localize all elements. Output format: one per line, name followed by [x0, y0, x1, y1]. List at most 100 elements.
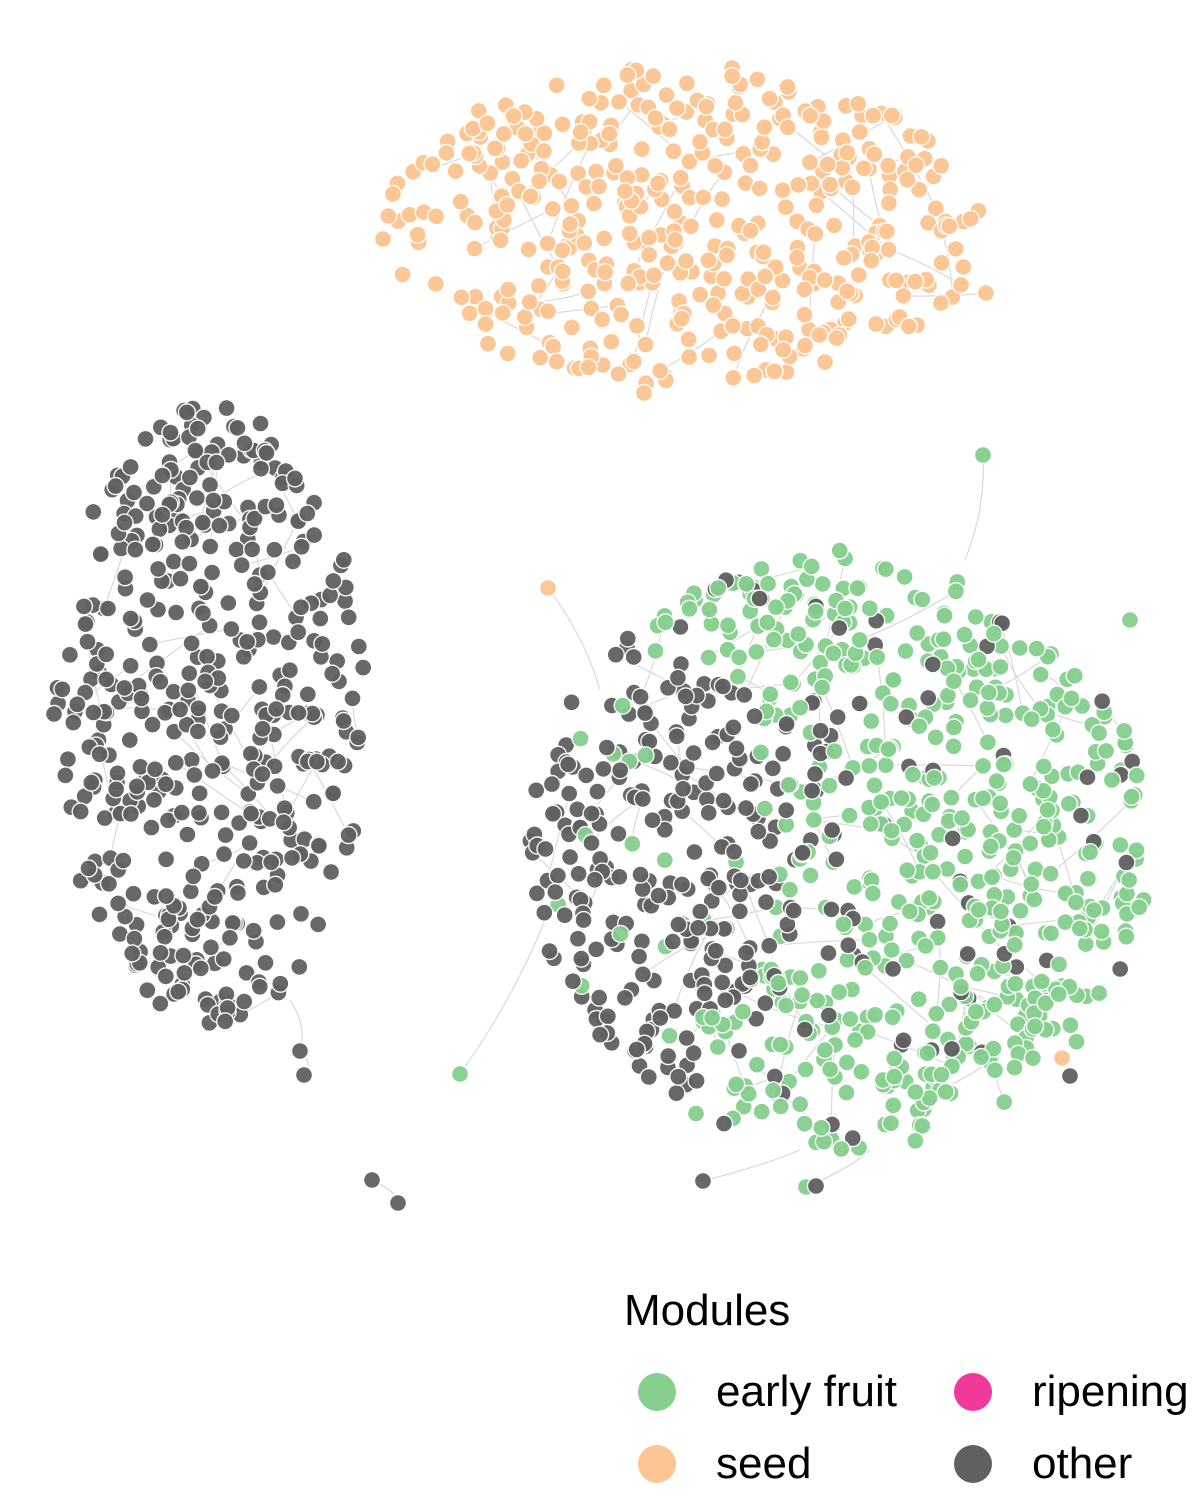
node-other — [897, 707, 916, 727]
node-other — [234, 851, 253, 871]
node-other — [245, 509, 264, 528]
node-early-fruit — [747, 1055, 767, 1074]
node-early-fruit — [450, 1064, 470, 1084]
node-other — [115, 513, 134, 532]
node-other — [219, 593, 238, 613]
legend-label-other: other — [1032, 1439, 1133, 1488]
node-early-fruit — [790, 698, 810, 717]
node-early-fruit — [908, 623, 927, 643]
node-other — [164, 552, 183, 571]
node-other — [174, 946, 193, 965]
node-seed — [931, 293, 951, 313]
node-early-fruit — [1034, 817, 1053, 836]
node-seed — [547, 76, 566, 95]
node-seed — [521, 187, 540, 206]
node-early-fruit — [898, 861, 917, 880]
node-seed — [452, 288, 471, 307]
node-early-fruit — [779, 775, 798, 795]
node-seed — [795, 280, 814, 299]
node-early-fruit — [979, 683, 998, 702]
node-other — [188, 910, 207, 929]
node-other — [811, 721, 830, 740]
node-other — [802, 781, 822, 800]
node-other — [240, 833, 259, 853]
node-other — [56, 766, 75, 785]
node-other — [207, 453, 226, 472]
node-seed — [699, 346, 719, 365]
node-early-fruit — [981, 837, 1000, 856]
node-early-fruit — [699, 648, 718, 667]
node-seed — [694, 188, 713, 207]
node-other — [836, 768, 856, 788]
node-seed — [553, 241, 572, 260]
node-other — [883, 959, 903, 979]
node-seed — [584, 194, 604, 213]
node-early-fruit — [923, 795, 942, 814]
node-other — [343, 689, 362, 708]
node-other — [618, 629, 637, 648]
node-other — [177, 403, 197, 422]
node-other — [223, 913, 242, 933]
node-seed — [741, 156, 760, 175]
node-seed — [478, 114, 497, 133]
node-seed — [491, 231, 510, 250]
node-seed — [529, 276, 548, 296]
node-early-fruit — [882, 821, 901, 840]
node-early-fruit — [903, 765, 923, 784]
node-early-fruit — [1065, 666, 1084, 685]
node-other — [611, 761, 630, 780]
node-other — [741, 774, 760, 794]
node-seed — [600, 124, 619, 144]
node-seed — [562, 318, 581, 337]
node-other — [750, 589, 769, 608]
node-other — [563, 972, 583, 991]
node-early-fruit — [611, 924, 630, 944]
node-other — [830, 618, 849, 638]
node-early-fruit — [702, 1008, 722, 1027]
node-seed — [912, 127, 931, 147]
node-other — [79, 859, 98, 878]
node-other — [669, 915, 688, 934]
node-seed — [976, 283, 996, 303]
node-seed — [863, 106, 883, 125]
node-early-fruit — [802, 557, 821, 576]
node-other — [1071, 806, 1091, 825]
node-early-fruit — [1022, 710, 1041, 729]
node-other — [144, 790, 164, 810]
node-other — [324, 784, 343, 803]
node-other — [736, 943, 756, 963]
node-other — [181, 882, 201, 901]
node-other — [76, 614, 95, 634]
node-early-fruit — [841, 1009, 860, 1029]
node-seed — [1052, 1048, 1072, 1068]
node-seed — [882, 106, 901, 125]
node-other — [264, 627, 283, 647]
node-early-fruit — [852, 1062, 871, 1082]
node-other — [597, 738, 616, 757]
node-other — [108, 894, 128, 913]
node-early-fruit — [729, 648, 749, 667]
node-other — [156, 886, 176, 906]
node-other — [850, 694, 869, 713]
node-other — [153, 466, 172, 485]
node-early-fruit — [909, 990, 928, 1009]
node-early-fruit — [991, 902, 1011, 921]
node-other — [894, 1031, 913, 1050]
node-seed — [535, 124, 554, 143]
network-graph — [44, 58, 1153, 1213]
node-other — [242, 540, 262, 559]
node-other — [151, 672, 170, 691]
node-early-fruit — [971, 1047, 991, 1067]
node-seed — [609, 92, 629, 112]
node-other — [99, 874, 119, 893]
node-other — [241, 744, 261, 763]
node-other — [200, 537, 220, 556]
node-other — [268, 776, 287, 796]
node-other — [290, 1041, 310, 1061]
node-seed — [894, 286, 913, 306]
node-other — [175, 963, 194, 983]
node-seed — [932, 156, 951, 176]
node-early-fruit — [761, 685, 780, 704]
node-early-fruit — [906, 1131, 925, 1151]
node-other — [282, 848, 302, 868]
